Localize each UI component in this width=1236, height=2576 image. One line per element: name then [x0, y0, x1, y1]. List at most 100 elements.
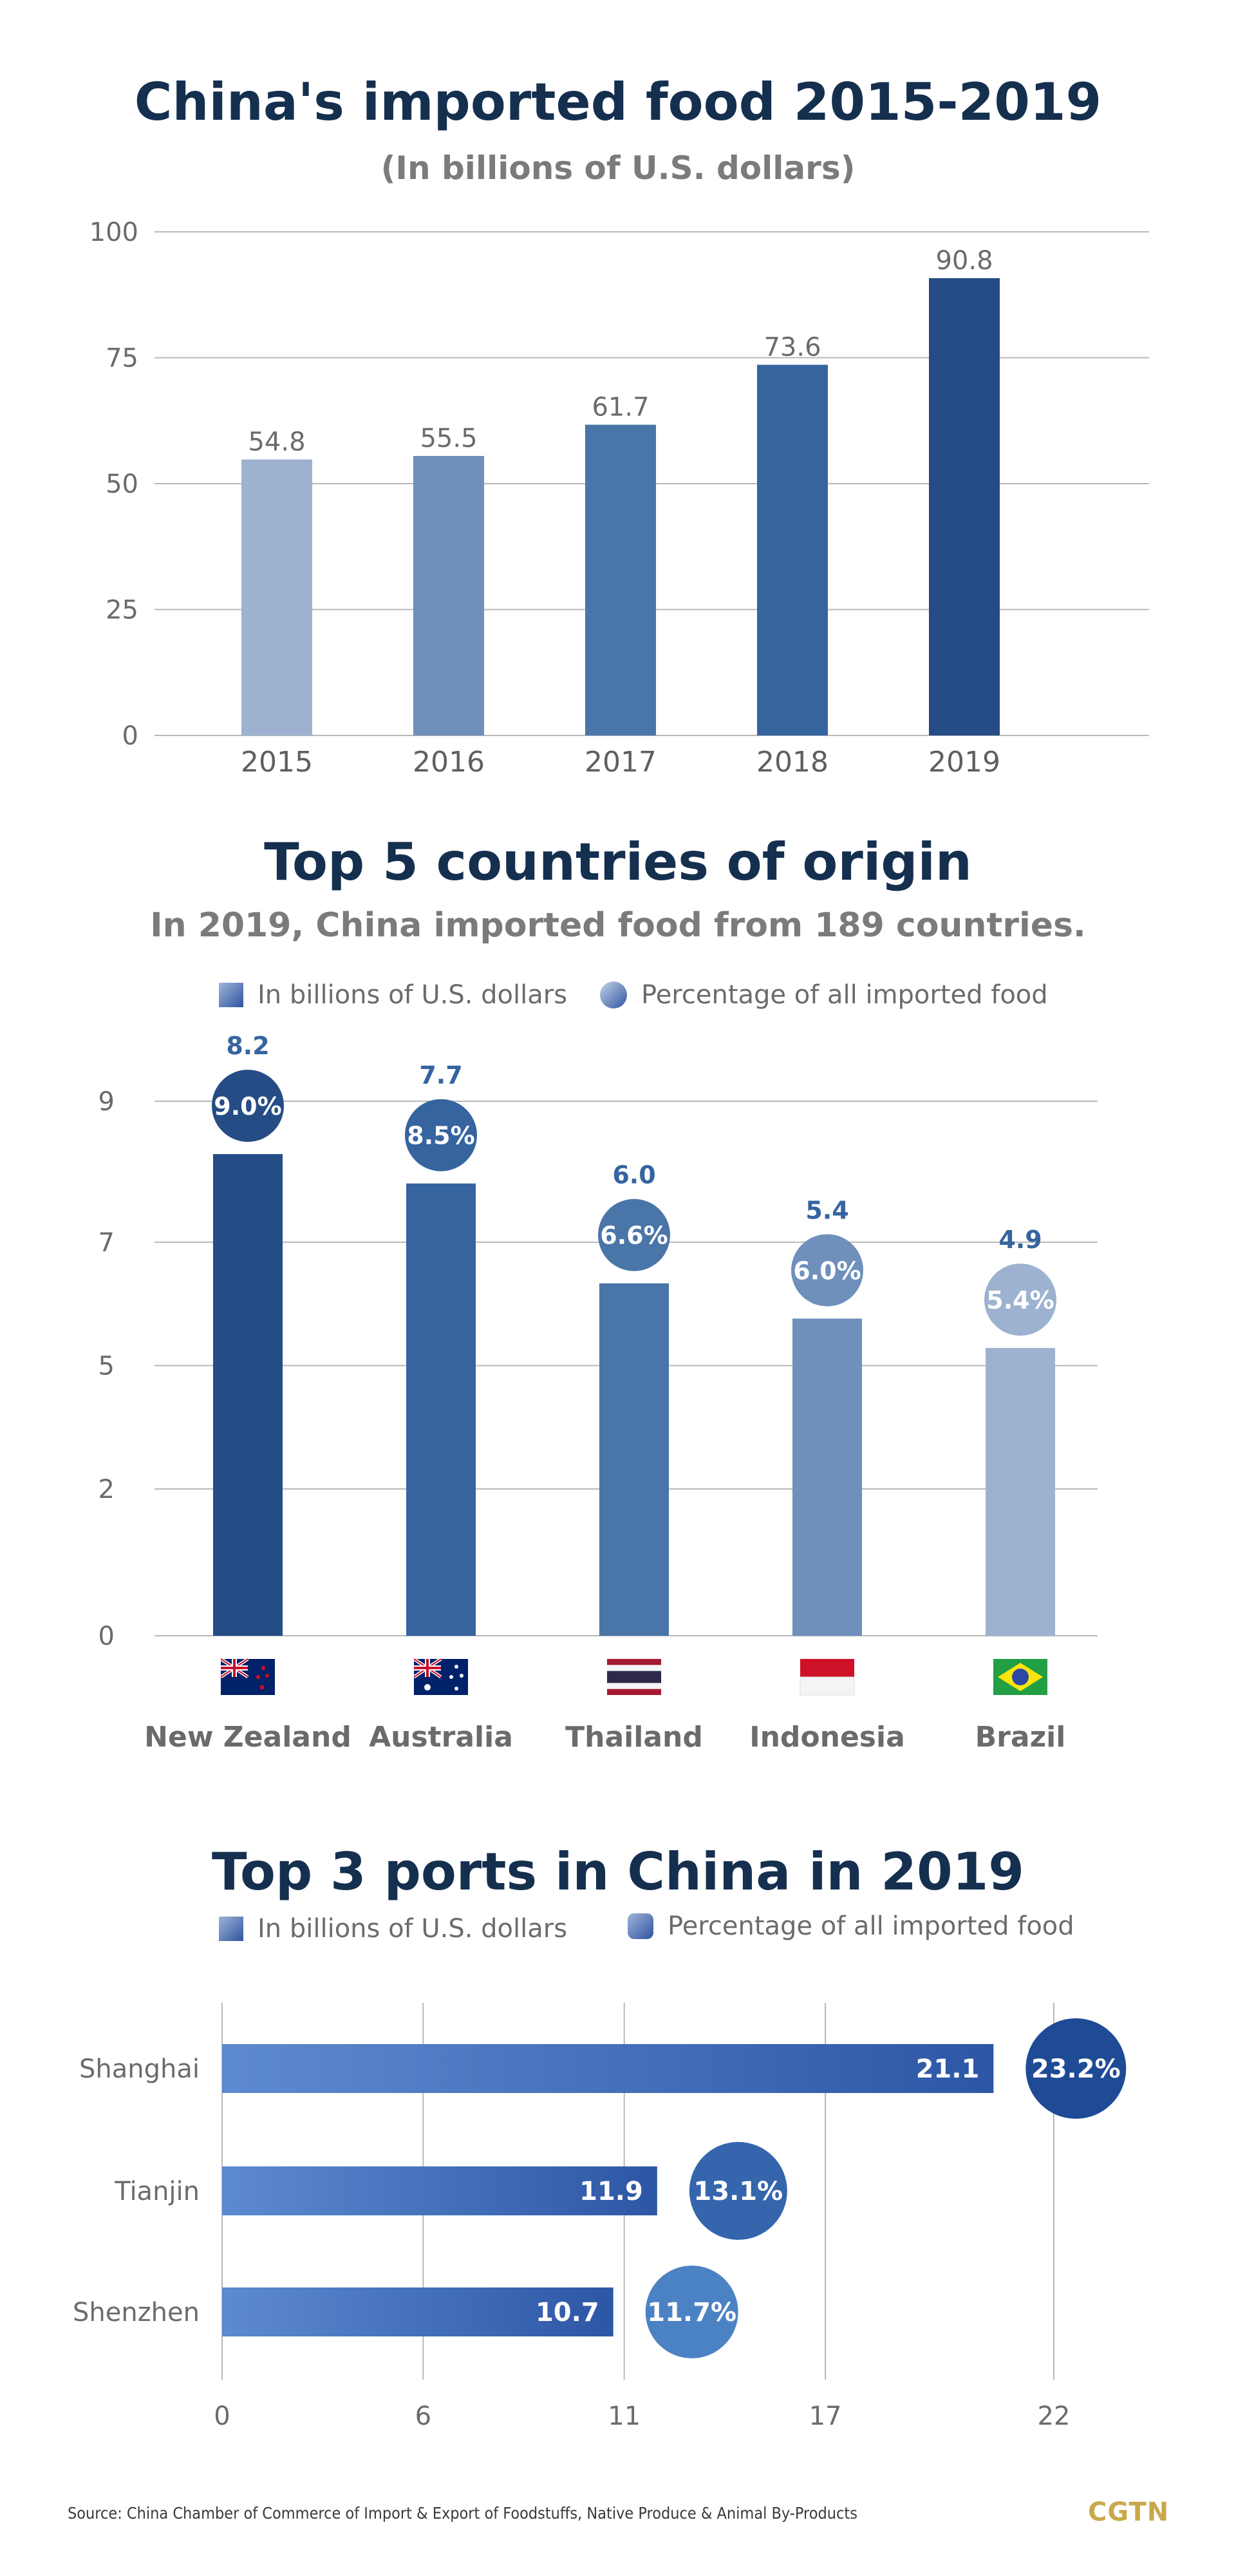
flag-star — [454, 1665, 458, 1669]
percentage-bubble — [984, 1264, 1056, 1336]
percentage-bubble — [645, 2266, 738, 2358]
flag-cross-red — [414, 1667, 441, 1669]
flag-star — [454, 1687, 458, 1690]
x-tick-label: Indonesia — [749, 1721, 905, 1754]
legend-pct-label: Percentage of all imported food — [668, 1911, 1074, 1941]
percentage-bubble — [791, 1234, 863, 1307]
legend-circle-swatch — [600, 981, 627, 1009]
y-tick-label: 0 — [122, 721, 138, 751]
y-tick-label: 9 — [98, 1087, 115, 1117]
x-tick-label: 0 — [214, 2401, 230, 2431]
x-tick-label: 2019 — [928, 746, 1000, 779]
bar-2018 — [757, 365, 828, 735]
y-tick-label: 7 — [98, 1228, 115, 1258]
y-tick-label: 25 — [106, 596, 138, 625]
bar-New Zealand — [213, 1154, 283, 1636]
percentage-bubble — [212, 1070, 284, 1142]
x-tick-label: New Zealand — [144, 1721, 351, 1754]
brazil-flag — [993, 1659, 1047, 1695]
x-tick-label: 6 — [415, 2401, 431, 2431]
y-tick-label: Shenzhen — [73, 2298, 200, 2327]
percentage-bubble — [405, 1099, 477, 1171]
percentage-label: 8.5% — [407, 1122, 474, 1150]
y-tick-label: 75 — [106, 344, 138, 374]
percentage-label: 23.2% — [1031, 2054, 1121, 2084]
percentage-bubble — [1025, 2018, 1127, 2119]
legend-square-swatch — [219, 983, 243, 1007]
x-tick-label: Brazil — [975, 1721, 1066, 1754]
chart1-subtitle: (In billions of U.S. dollars) — [380, 149, 856, 187]
bar-Shanghai — [222, 2044, 994, 2093]
bar-value-label: 73.6 — [763, 332, 821, 362]
bar-Indonesia — [792, 1318, 862, 1636]
x-tick-label: 11 — [608, 2401, 641, 2431]
bar-value-label: 4.9 — [998, 1226, 1042, 1254]
percentage-bubble — [689, 2142, 787, 2240]
bar-Thailand — [599, 1283, 669, 1636]
percentage-bubble — [598, 1198, 670, 1271]
bar-2019 — [929, 278, 1000, 736]
bar-Brazil — [986, 1348, 1055, 1636]
y-tick-label: Shanghai — [79, 2054, 200, 2084]
x-tick-label: 17 — [809, 2401, 842, 2431]
chart1-title: China's imported food 2015-2019 — [134, 72, 1102, 132]
chart1-annual-imports: 0 25 50 75 100 54.8 2015 55.5 2016 61.7 2017 73.6 20… — [89, 218, 1149, 779]
flag-star — [424, 1684, 431, 1690]
new-zealand-flag — [220, 1657, 275, 1695]
percentage-label: 9.0% — [214, 1092, 281, 1121]
flag-star — [449, 1675, 453, 1679]
flag-cross-red — [221, 1667, 248, 1669]
bar-value-label: 5.4 — [805, 1196, 848, 1224]
bar-value-label: 7.7 — [419, 1061, 462, 1090]
percentage-label: 11.7% — [647, 2298, 736, 2327]
x-tick-label: 2016 — [413, 746, 485, 779]
bar-value-label: 90.8 — [935, 246, 993, 276]
y-tick-label: Tianjin — [114, 2177, 200, 2206]
legend-value-label: In billions of U.S. dollars — [258, 980, 568, 1010]
australia-flag — [413, 1657, 468, 1695]
y-tick-label: 50 — [106, 469, 138, 499]
flag-star — [256, 1674, 261, 1680]
bar-2015 — [241, 459, 312, 735]
percentage-label: 6.0% — [793, 1256, 861, 1285]
percentage-label: 13.1% — [693, 2177, 783, 2206]
flag-stripe-red — [800, 1659, 854, 1677]
bar-value-label: 10.7 — [536, 2298, 599, 2327]
bar-2017 — [585, 424, 656, 735]
x-tick-label: 2018 — [756, 746, 829, 779]
chart2-legend-value: In billions of U.S. dollars — [219, 980, 567, 1010]
x-tick-label: Australia — [369, 1721, 513, 1754]
y-tick-label: 100 — [89, 218, 138, 247]
x-tick-label: 2017 — [585, 746, 657, 779]
bar-2016 — [413, 455, 484, 735]
bar-Tianjin — [222, 2166, 657, 2215]
chart2-legend-percentage: Percentage of all imported food — [600, 980, 1048, 1010]
flag-star — [265, 1674, 269, 1678]
cgtn-logo: CGTN — [1088, 2497, 1170, 2527]
chart3-legend-value: In billions of U.S. dollars — [219, 1914, 567, 1944]
chart2-title: Top 5 countries of origin — [264, 832, 972, 892]
chart3-legend-percentage: Percentage of all imported food — [628, 1911, 1074, 1941]
bar-Australia — [406, 1183, 476, 1636]
x-tick-label: 2015 — [241, 746, 313, 779]
percentage-label: 5.4% — [986, 1286, 1054, 1314]
flag-star — [259, 1685, 265, 1690]
x-tick-label: 22 — [1038, 2401, 1071, 2431]
bar-value-label: 8.2 — [226, 1032, 269, 1060]
flag-globe — [1012, 1669, 1029, 1685]
bar-value-label: 55.5 — [420, 424, 477, 453]
bar-value-label: 21.1 — [916, 2054, 980, 2084]
y-tick-label: 5 — [98, 1351, 115, 1381]
flag-stripe-blue — [607, 1671, 661, 1683]
bar-value-label: 54.8 — [248, 427, 305, 457]
source-note: Source: China Chamber of Commerce of Imp… — [68, 2504, 857, 2523]
legend-square-swatch — [219, 1917, 243, 1941]
thailand-flag — [607, 1659, 661, 1695]
chart3-title: Top 3 ports in China in 2019 — [212, 1842, 1024, 1902]
chart2-countries-of-origin: 0 2 5 7 9 9.0% 8.2 New Zealand 8.5% 7.7 Australia 6… — [98, 1032, 1098, 1754]
flag-stripe-white — [800, 1676, 855, 1696]
percentage-label: 6.6% — [600, 1222, 668, 1250]
y-tick-label: 2 — [98, 1475, 115, 1504]
bar-value-label: 61.7 — [592, 393, 649, 422]
